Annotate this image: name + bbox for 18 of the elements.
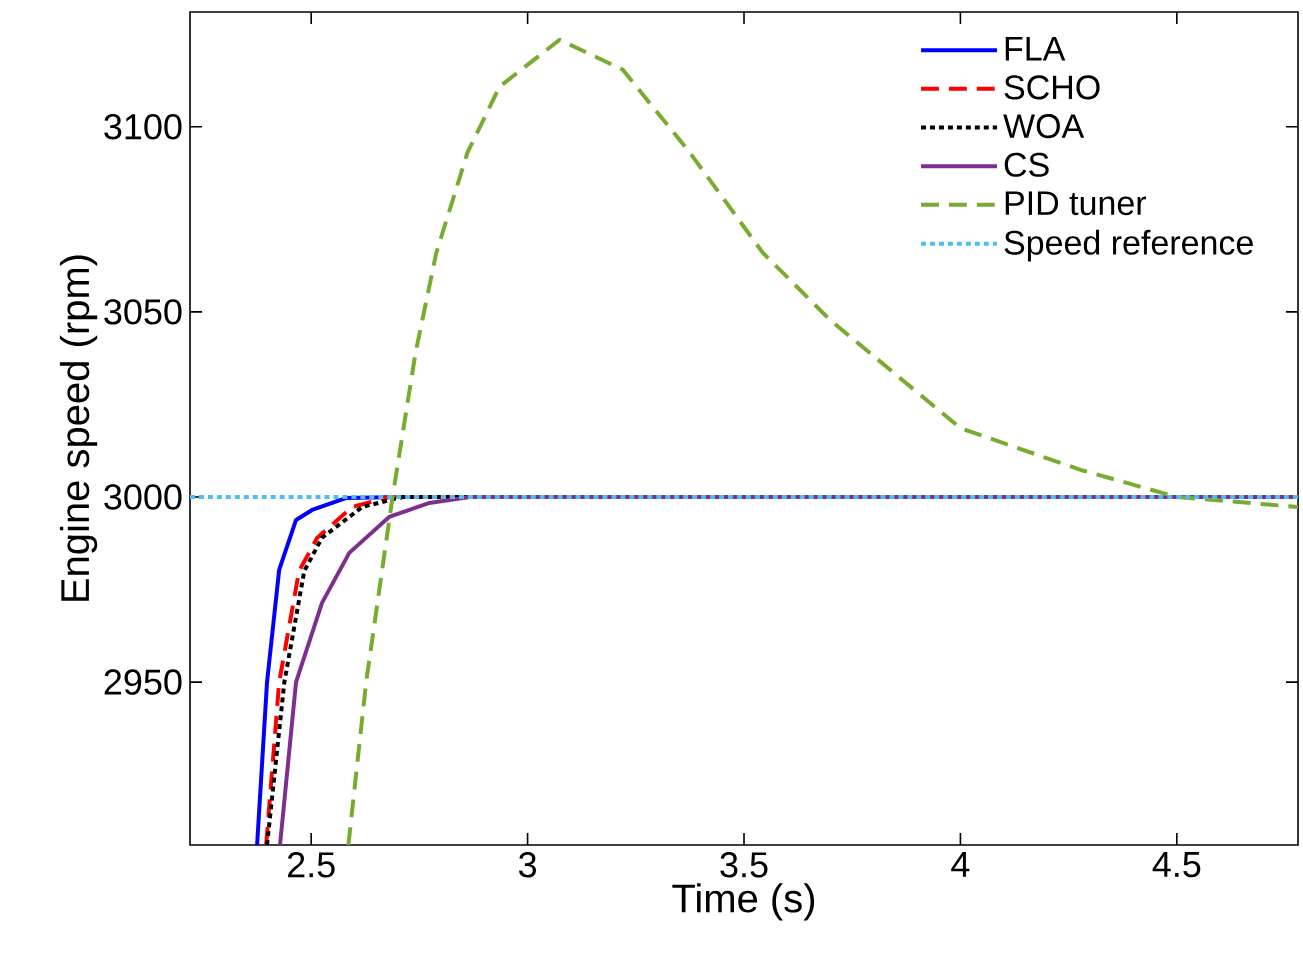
legend-label: SCHO <box>1004 75 1100 100</box>
y-axis-title: Engine speed (rpm) <box>59 255 98 601</box>
legend-label: Speed reference <box>1004 229 1253 262</box>
x-tick-label: 3 <box>518 852 537 878</box>
legend-label: PID tuner <box>1005 191 1147 216</box>
x-tick-label: 3.5 <box>720 852 768 878</box>
x-tick-label: 4.5 <box>1152 852 1201 878</box>
y-tick-label: 3100 <box>104 114 182 140</box>
x-tick-label: 4 <box>951 852 970 877</box>
x-tick-label: 2.5 <box>287 852 335 878</box>
y-tick-label: 3000 <box>104 484 182 510</box>
legend-label: CS <box>1004 152 1049 177</box>
y-tick-label: 3050 <box>104 299 182 325</box>
y-tick-label: 2950 <box>104 669 182 695</box>
line-series <box>346 37 1299 845</box>
legend-label: WOA <box>1003 114 1085 139</box>
x-axis-title: Time (s) <box>672 883 815 921</box>
legend-label: FLA <box>1005 37 1066 61</box>
